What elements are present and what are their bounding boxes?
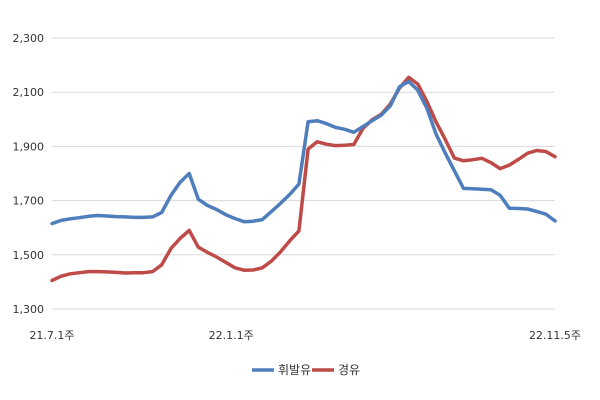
y-tick-label: 1,300 — [13, 303, 45, 316]
legend: 휘발유 경유 — [252, 363, 360, 377]
y-tick-label: 1,700 — [13, 195, 45, 208]
legend-label: 휘발유 — [278, 363, 311, 377]
y-tick-label: 1,500 — [13, 249, 45, 262]
series-line-휘발유 — [50, 79, 557, 226]
x-tick-label: 21.7.1주 — [29, 329, 74, 342]
x-axis: 21.7.1주 22.1.1주 22.11.5주 — [29, 329, 581, 342]
y-tick-label: 1,900 — [13, 140, 45, 153]
y-axis: 2,300 2,100 1,900 1,700 1,500 1,300 — [13, 32, 45, 316]
legend-label: 경유 — [338, 363, 360, 377]
series-lines — [50, 75, 557, 283]
y-tick-label: 2,300 — [13, 32, 45, 45]
y-tick-label: 2,100 — [13, 86, 45, 99]
series-line-경유 — [50, 75, 557, 283]
x-tick-label: 22.1.1주 — [209, 329, 254, 342]
grid-lines — [52, 37, 555, 310]
x-tick-label: 22.11.5주 — [529, 329, 581, 342]
